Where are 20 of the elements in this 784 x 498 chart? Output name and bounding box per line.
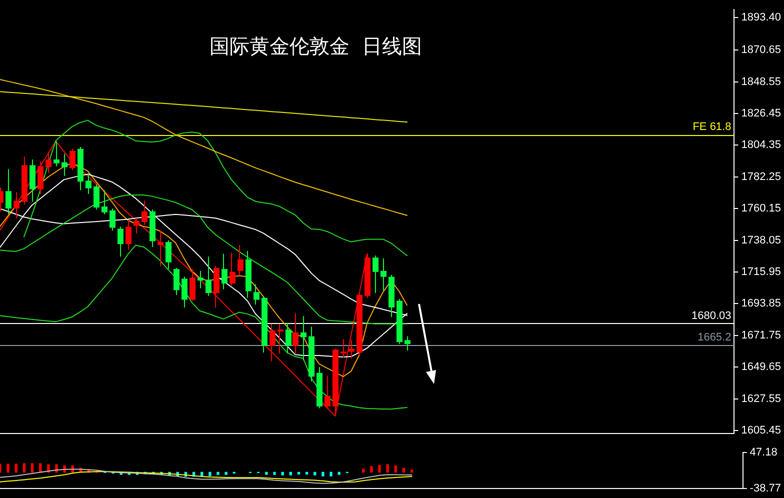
text: 国际黄金伦敦金 日线图 [209, 34, 422, 58]
y-tick-label: 1649.65 [741, 361, 782, 374]
y-tick-label: 1893.40 [741, 12, 782, 24]
y-tick-label: 1782.25 [741, 170, 782, 183]
y-tick-label: 1693.85 [741, 298, 782, 310]
y-tick-label: 1605.45 [741, 424, 782, 436]
ref-line-label: 1680.03 [691, 310, 732, 322]
y-tick-label: 1870.65 [741, 44, 782, 56]
y-tick-label: 1738.05 [741, 234, 782, 246]
y-tick-label: 1804.35 [741, 139, 782, 152]
y-tick-label: 1715.95 [741, 266, 782, 278]
ref-line-label: FE 61.8 [692, 121, 732, 134]
y-tick-label: 1760.15 [741, 202, 782, 215]
y-tick-label: 1848.55 [741, 76, 782, 88]
ref-line-label: 1665.2 [698, 331, 732, 344]
y-tick-label: 47.18 [750, 446, 778, 459]
y-tick-label: 1671.75 [741, 329, 782, 342]
y-tick-label: 1826.45 [741, 108, 782, 120]
y-tick-label: 1627.55 [741, 392, 782, 405]
y-tick-label: -38.77 [750, 482, 782, 494]
